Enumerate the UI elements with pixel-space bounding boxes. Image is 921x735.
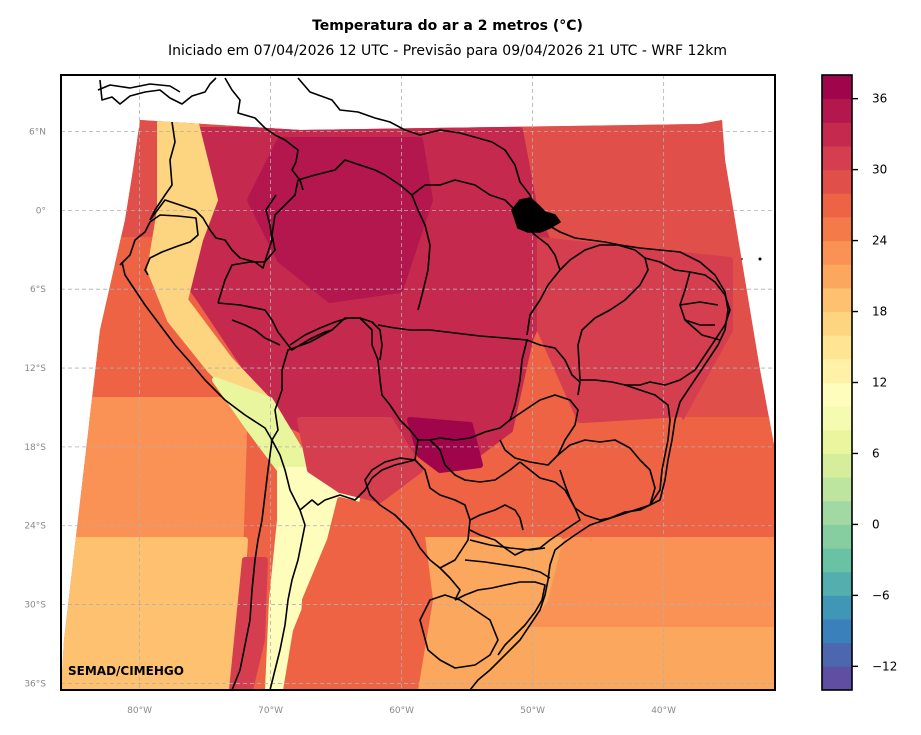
island-dot bbox=[758, 257, 762, 261]
colorbar-band bbox=[822, 571, 852, 596]
border-acre bbox=[231, 319, 281, 346]
field-region-pantanal-hot bbox=[407, 417, 483, 473]
colorbar-tick-label: 36 bbox=[872, 92, 887, 106]
y-tick-label: 0° bbox=[36, 206, 46, 216]
colorbar-band bbox=[822, 216, 852, 242]
y-tick-label: 6°S bbox=[30, 285, 46, 295]
map-plot-area: SEMAD/CIMEHGO bbox=[61, 75, 775, 690]
colorbar-tick-label: 6 bbox=[872, 446, 880, 460]
border-north-coast bbox=[149, 121, 176, 221]
border-venezuela bbox=[224, 77, 304, 191]
border-amazonas bbox=[217, 159, 431, 311]
border-sp bbox=[469, 461, 581, 556]
y-tick-label: 18°S bbox=[24, 443, 46, 453]
colorbar-band bbox=[822, 358, 852, 383]
border-rondonia bbox=[289, 317, 383, 361]
map-subtitle: Iniciado em 07/04/2026 12 UTC - Previsão… bbox=[167, 43, 728, 59]
y-tick-label: 36°S bbox=[24, 679, 46, 689]
temperature-field bbox=[61, 120, 775, 690]
field-region-amazon-hot bbox=[247, 137, 433, 303]
colorbar-band bbox=[822, 406, 852, 431]
y-tick-label: 12°S bbox=[24, 364, 46, 374]
colorbar-band bbox=[822, 75, 852, 100]
country-state-borders bbox=[97, 77, 731, 690]
border-tocantins bbox=[526, 339, 581, 396]
colorbar-band bbox=[822, 429, 852, 454]
x-axis-ticks: 80°W 70°W 60°W 50°W 40°W bbox=[127, 706, 676, 716]
field-region-pacific-far-south bbox=[61, 537, 248, 690]
colorbar-tick-label: −12 bbox=[872, 659, 897, 673]
border-rs bbox=[454, 581, 546, 656]
x-tick-label: 60°W bbox=[389, 706, 414, 716]
y-tick-label: 24°S bbox=[24, 522, 46, 532]
colorbar-band bbox=[822, 169, 852, 194]
border-argentina-ne bbox=[439, 567, 461, 601]
y-tick-label: 30°S bbox=[24, 601, 46, 611]
colorbar-band bbox=[822, 122, 852, 147]
border-east-coast bbox=[469, 209, 729, 690]
border-ne-states bbox=[679, 271, 721, 341]
field-region-southeast bbox=[497, 417, 683, 553]
colorbar-band bbox=[822, 595, 852, 620]
y-axis-ticks: 6°N 0° 6°S 12°S 18°S 24°S 30°S 36°S bbox=[24, 128, 46, 690]
border-central-america bbox=[99, 77, 217, 105]
colorbar-band bbox=[822, 524, 852, 549]
colorbar-tick-label: 0 bbox=[872, 517, 880, 531]
colorbar-bands bbox=[822, 75, 852, 691]
colorbar-band bbox=[822, 382, 852, 407]
credit-label: SEMAD/CIMEHGO bbox=[68, 664, 184, 678]
colorbar-band bbox=[822, 240, 852, 265]
colorbar-band bbox=[822, 98, 852, 123]
colorbar-tick-label: 24 bbox=[872, 234, 887, 248]
colorbar-band bbox=[822, 264, 852, 289]
x-tick-label: 70°W bbox=[258, 706, 283, 716]
colorbar-band bbox=[822, 477, 852, 502]
border-maranhao bbox=[559, 244, 649, 381]
colorbar-band bbox=[822, 548, 852, 573]
colorbar-band bbox=[822, 666, 852, 691]
colorbar-band bbox=[822, 193, 852, 218]
field-region-chaco bbox=[297, 417, 423, 503]
island-dot bbox=[741, 258, 743, 260]
colorbar-band bbox=[822, 500, 852, 525]
border-parana-sc bbox=[464, 504, 551, 579]
colorbar-tick-label: 30 bbox=[872, 163, 887, 177]
colorbar-band bbox=[822, 453, 852, 478]
map-title: Temperatura do ar a 2 metros (°C) bbox=[312, 18, 583, 34]
border-goias bbox=[499, 394, 579, 466]
map-frame bbox=[60, 74, 776, 691]
border-peru bbox=[121, 261, 273, 441]
colorbar-band bbox=[822, 335, 852, 360]
colorbar-tick-label: −6 bbox=[872, 588, 890, 602]
border-guyana-coast bbox=[297, 77, 536, 211]
field-region-argentina bbox=[297, 497, 433, 690]
colorbar-band bbox=[822, 311, 852, 336]
colorbar-band bbox=[822, 287, 852, 313]
border-bahia bbox=[580, 379, 671, 506]
x-tick-label: 40°W bbox=[651, 706, 676, 716]
x-tick-label: 80°W bbox=[127, 706, 152, 716]
colorbar: 36 30 24 18 12 6 0 −6 −12 bbox=[821, 74, 897, 691]
y-tick-label: 6°N bbox=[29, 128, 46, 138]
border-chile-argentina bbox=[269, 439, 306, 690]
colorbar-tick-label: 12 bbox=[872, 376, 887, 390]
border-chile bbox=[231, 439, 273, 690]
border-bolivia bbox=[271, 317, 419, 511]
colorbar-band bbox=[822, 145, 852, 171]
colorbar-ticks: 36 30 24 18 12 6 0 −6 −12 bbox=[852, 92, 897, 673]
atlantic-islands bbox=[741, 257, 762, 261]
colorbar-band bbox=[822, 642, 852, 667]
border-ecuador bbox=[119, 214, 199, 276]
border-peru-brazil bbox=[217, 302, 333, 351]
colorbar-band bbox=[822, 619, 852, 644]
border-ms bbox=[429, 439, 521, 483]
colorbar-tick-label: 18 bbox=[872, 305, 887, 319]
border-uruguay bbox=[419, 594, 499, 669]
border-panama bbox=[97, 83, 181, 93]
border-mato-grosso bbox=[377, 324, 528, 441]
amazon-delta bbox=[511, 197, 561, 233]
x-tick-label: 50°W bbox=[520, 706, 545, 716]
